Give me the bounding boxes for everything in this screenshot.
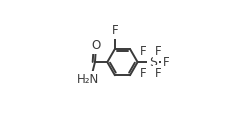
Text: F: F	[155, 45, 162, 58]
Text: F: F	[112, 24, 118, 37]
Text: F: F	[155, 67, 162, 80]
Text: F: F	[163, 56, 170, 69]
Text: F: F	[140, 67, 147, 80]
Text: H₂N: H₂N	[77, 73, 99, 86]
Text: S: S	[149, 56, 157, 69]
Text: F: F	[140, 45, 147, 58]
Text: O: O	[92, 39, 101, 52]
